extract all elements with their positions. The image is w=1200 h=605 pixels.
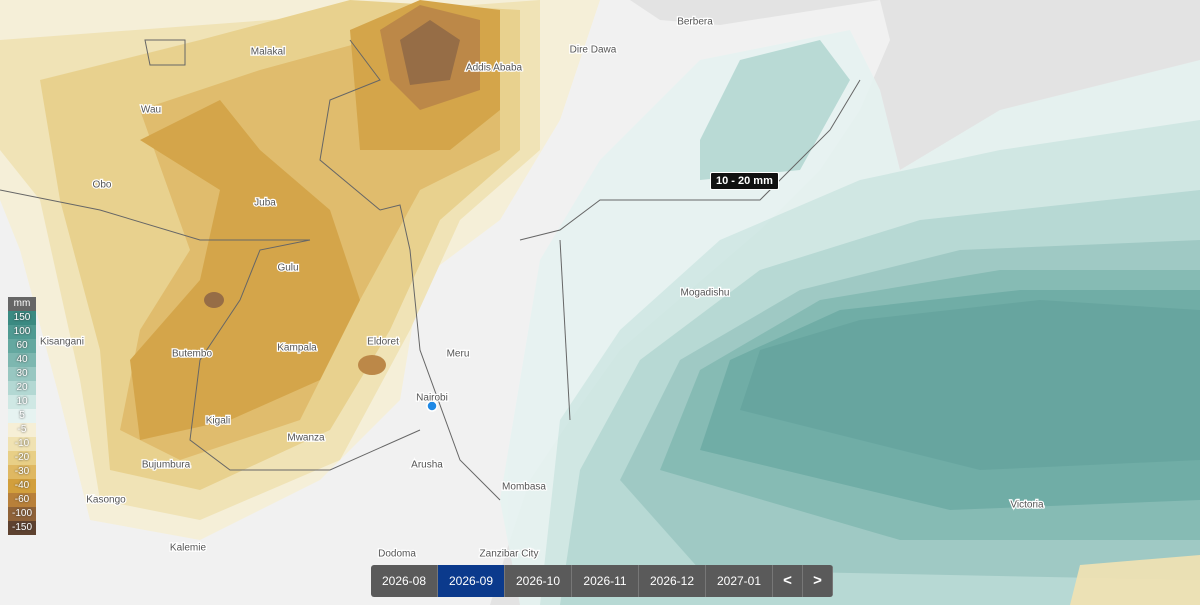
place-label: Kasongo <box>86 495 126 506</box>
place-label: Mogadishu <box>681 288 730 299</box>
place-label: Addis Ababa <box>466 63 523 74</box>
place-label: Dodoma <box>378 549 416 560</box>
month-button[interactable]: 2026-10 <box>505 565 572 597</box>
month-button[interactable]: 2026-09 <box>438 565 505 597</box>
place-label: Zanzibar City <box>480 549 539 560</box>
rain-anomaly-wet <box>500 30 1200 605</box>
place-label: Obo <box>93 180 112 191</box>
borders <box>0 39 861 501</box>
place-label: Nairobi <box>416 393 448 404</box>
month-button[interactable]: 2026-08 <box>371 565 438 597</box>
place-label: Eldoret <box>367 337 399 348</box>
month-button[interactable]: 2026-11 <box>572 565 639 597</box>
legend-item: -150 <box>8 521 36 535</box>
place-label: Kampala <box>277 343 317 354</box>
location-marker <box>426 400 438 412</box>
legend-item: 30 <box>8 367 36 381</box>
legend-item: -100 <box>8 507 36 521</box>
legend-item: -40 <box>8 479 36 493</box>
prev-button[interactable]: < <box>773 565 803 597</box>
legend-item: 5 <box>8 409 36 423</box>
legend-item: 40 <box>8 353 36 367</box>
place-label: Butembo <box>172 349 212 360</box>
place-label: Arusha <box>411 460 443 471</box>
tooltip: 10 - 20 mm <box>710 172 779 190</box>
legend-item: 20 <box>8 381 36 395</box>
legend: mm 150 100 60 40 30 20 10 5 -5 -10 -20 -30 -40 -60 -10… <box>8 297 36 535</box>
place-label: Gulu <box>277 263 298 274</box>
month-button[interactable]: 2026-12 <box>639 565 706 597</box>
place-label: Victoria <box>1010 500 1044 511</box>
place-labels: Berbera Malakal Dire Dawa Addis Ababa Wau Obo… <box>39 15 1045 561</box>
legend-item: 10 <box>8 395 36 409</box>
place-label: Mwanza <box>287 433 325 444</box>
place-label: Dire Dawa <box>570 45 617 56</box>
legend-item: 100 <box>8 325 36 339</box>
place-label: Wau <box>141 105 161 116</box>
legend-unit: mm <box>8 297 36 311</box>
legend-item: 150 <box>8 311 36 325</box>
place-label: Kigali <box>206 416 230 427</box>
place-label: Berbera <box>677 17 713 28</box>
place-label: Meru <box>447 349 470 360</box>
month-button[interactable]: 2027-01 <box>706 565 773 597</box>
next-button[interactable]: > <box>803 565 833 597</box>
legend-item: 60 <box>8 339 36 353</box>
place-label: Bujumbura <box>142 460 191 471</box>
place-label: Juba <box>254 198 276 209</box>
legend-item: -20 <box>8 451 36 465</box>
legend-item: -30 <box>8 465 36 479</box>
place-label: Malakal <box>251 47 285 58</box>
legend-item: -60 <box>8 493 36 507</box>
timeline: 2026-08 2026-09 2026-10 2026-11 2026-12 2027-… <box>371 565 833 597</box>
legend-item: -5 <box>8 423 36 437</box>
place-label: Kisangani <box>40 337 84 348</box>
legend-item: -10 <box>8 437 36 451</box>
place-label: Mombasa <box>502 482 546 493</box>
place-label: Kalemie <box>170 543 207 554</box>
